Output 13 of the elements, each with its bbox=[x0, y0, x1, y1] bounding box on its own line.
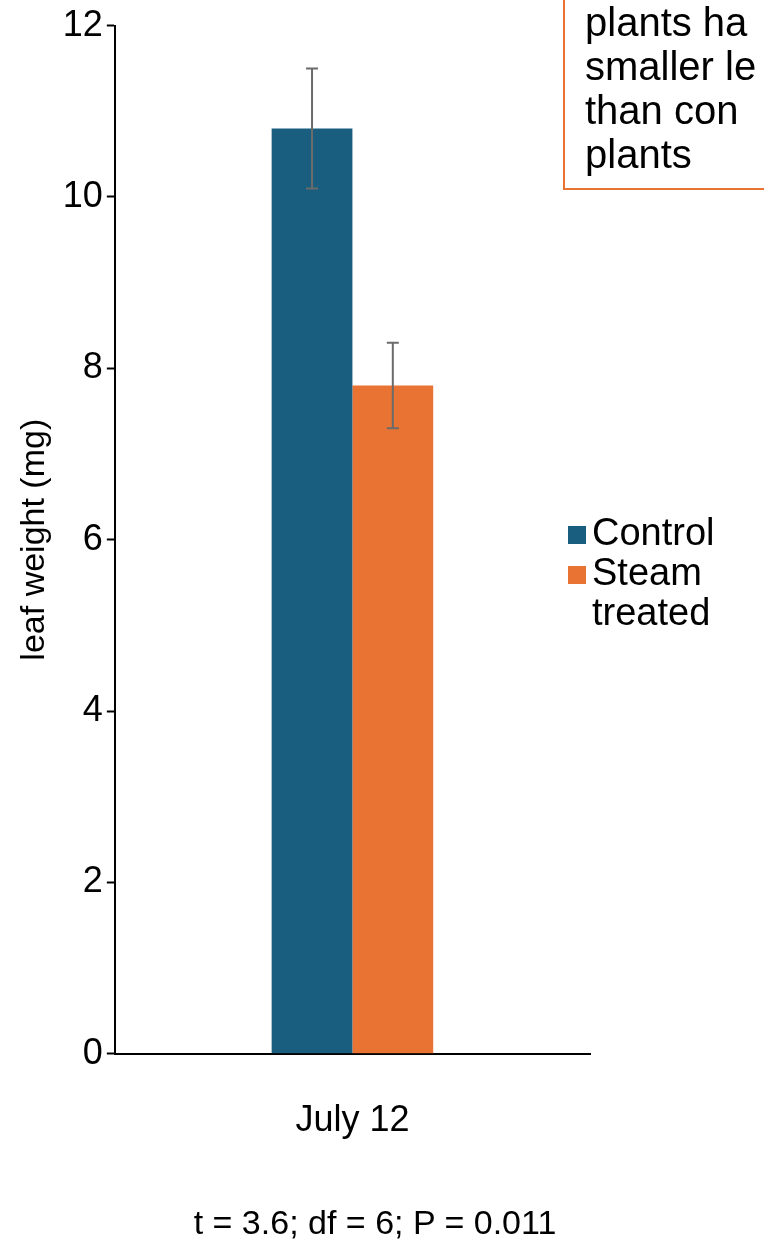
y-tick-label: 4 bbox=[82, 687, 103, 729]
text: t = 3.6; df = 6; P = 0.011 bbox=[192, 1203, 558, 1242]
y-axis-title: leaf weight (mg) bbox=[12, 418, 51, 661]
annotation: plants ha smaller le than con plants bbox=[563, 0, 764, 190]
y-tick-label: 6 bbox=[82, 516, 103, 558]
y-tick-label: 0 bbox=[82, 1030, 103, 1072]
y-tick-label: 8 bbox=[82, 345, 103, 387]
y-tick-label: 12 bbox=[62, 2, 103, 44]
legend-label: Steam treated bbox=[592, 551, 711, 633]
x-tick-label: July 12 bbox=[295, 1098, 410, 1140]
legend-label: Control bbox=[592, 511, 715, 553]
y-tick-label: 2 bbox=[82, 859, 103, 901]
y-tick-label: 10 bbox=[62, 173, 103, 215]
